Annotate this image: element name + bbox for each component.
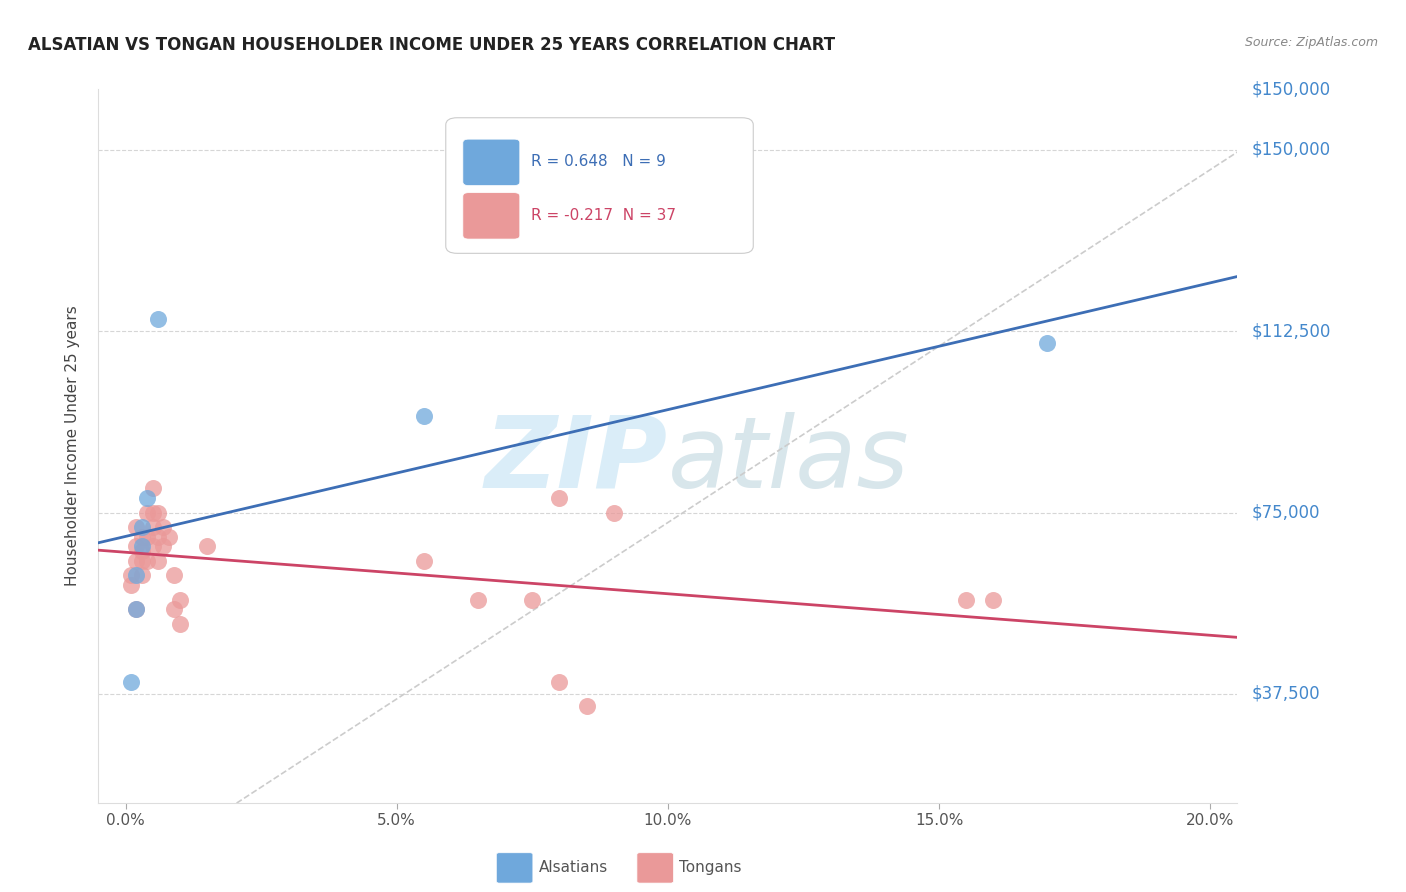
Point bbox=[146, 554, 169, 568]
Point bbox=[131, 520, 153, 534]
Text: $112,500: $112,500 bbox=[1251, 322, 1330, 340]
Point bbox=[131, 554, 153, 568]
Point bbox=[169, 616, 191, 631]
Point bbox=[125, 540, 148, 554]
Point bbox=[146, 506, 169, 520]
Point bbox=[136, 554, 159, 568]
Text: ZIP: ZIP bbox=[485, 412, 668, 508]
Point bbox=[125, 602, 148, 616]
Point bbox=[120, 578, 142, 592]
Point bbox=[136, 506, 159, 520]
Text: ALSATIAN VS TONGAN HOUSEHOLDER INCOME UNDER 25 YEARS CORRELATION CHART: ALSATIAN VS TONGAN HOUSEHOLDER INCOME UN… bbox=[28, 36, 835, 54]
FancyBboxPatch shape bbox=[463, 193, 520, 239]
Point bbox=[575, 699, 598, 714]
Text: $75,000: $75,000 bbox=[1251, 503, 1320, 522]
Point bbox=[142, 481, 165, 495]
Text: $150,000: $150,000 bbox=[1251, 141, 1330, 159]
Point bbox=[548, 674, 571, 689]
Point bbox=[195, 540, 218, 554]
Point bbox=[1036, 336, 1059, 351]
Point bbox=[955, 592, 977, 607]
Y-axis label: Householder Income Under 25 years: Householder Income Under 25 years bbox=[65, 306, 80, 586]
Point bbox=[981, 592, 1004, 607]
Point bbox=[467, 592, 489, 607]
Point bbox=[131, 568, 153, 582]
FancyBboxPatch shape bbox=[446, 118, 754, 253]
Point bbox=[157, 530, 180, 544]
Point bbox=[136, 491, 159, 505]
Point bbox=[125, 520, 148, 534]
Point bbox=[522, 592, 544, 607]
Point bbox=[131, 530, 153, 544]
Point bbox=[125, 554, 148, 568]
Point bbox=[136, 530, 159, 544]
Point bbox=[152, 520, 174, 534]
Text: Alsatians: Alsatians bbox=[538, 861, 607, 875]
Text: R = 0.648   N = 9: R = 0.648 N = 9 bbox=[531, 154, 666, 169]
Point bbox=[131, 544, 153, 558]
Point bbox=[152, 540, 174, 554]
Text: atlas: atlas bbox=[668, 412, 910, 508]
FancyBboxPatch shape bbox=[463, 139, 520, 186]
Point bbox=[163, 602, 186, 616]
Point bbox=[142, 506, 165, 520]
Point bbox=[131, 540, 153, 554]
Point bbox=[163, 568, 186, 582]
Text: Source: ZipAtlas.com: Source: ZipAtlas.com bbox=[1244, 36, 1378, 49]
Point bbox=[602, 506, 624, 520]
Text: $37,500: $37,500 bbox=[1251, 685, 1320, 703]
Point bbox=[548, 491, 571, 505]
Point bbox=[120, 674, 142, 689]
Point bbox=[412, 409, 434, 423]
Point bbox=[142, 540, 165, 554]
Point bbox=[146, 530, 169, 544]
Point bbox=[142, 520, 165, 534]
Point bbox=[412, 554, 434, 568]
Point bbox=[169, 592, 191, 607]
Text: Tongans: Tongans bbox=[679, 861, 741, 875]
Point bbox=[125, 568, 148, 582]
Point bbox=[120, 568, 142, 582]
Text: $150,000: $150,000 bbox=[1251, 80, 1330, 98]
Text: R = -0.217  N = 37: R = -0.217 N = 37 bbox=[531, 208, 676, 223]
Point bbox=[146, 312, 169, 326]
Point bbox=[125, 602, 148, 616]
